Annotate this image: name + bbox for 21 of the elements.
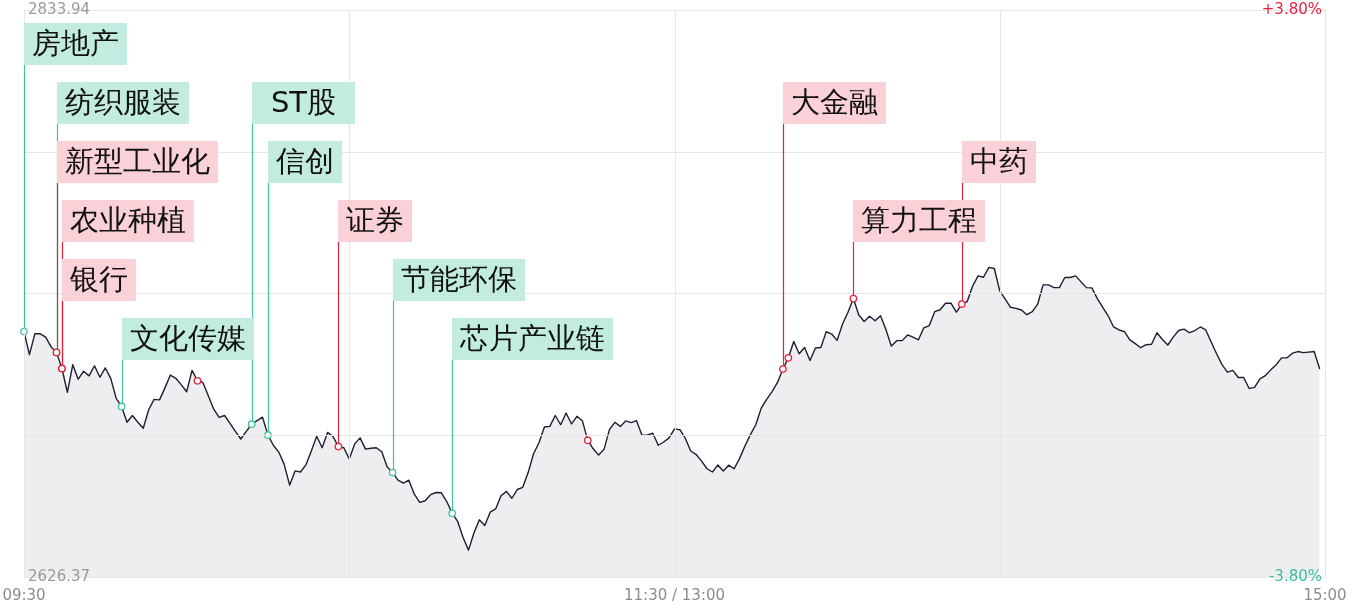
data-label: 农业种植 — [70, 202, 186, 237]
data-label: 纺织服装 — [65, 84, 181, 119]
data-label: 节能环保 — [401, 261, 517, 296]
y2-tick-label: +3.80% — [1261, 0, 1322, 18]
x-tick-label: 09:30 — [2, 585, 46, 604]
data-label: 芯片产业链 — [459, 320, 605, 355]
data-label: 文化传媒 — [130, 320, 246, 355]
data-label: ST股 — [270, 84, 337, 119]
data-label: 算力工程 — [861, 202, 977, 237]
data-label: 新型工业化 — [65, 143, 210, 178]
x-tick-label: 11:30 / 13:00 — [623, 585, 726, 604]
data-label: 大金融 — [791, 84, 878, 119]
data-label: 证券 — [346, 202, 404, 237]
data-label: 信创 — [276, 143, 334, 178]
x-tick-label: 15:00 — [1303, 585, 1347, 604]
y2-tick-label: -3.80% — [1268, 566, 1322, 585]
data-label: 房地产 — [32, 25, 119, 60]
y-tick-label: 2626.37 — [28, 566, 91, 585]
data-label: 银行 — [69, 261, 128, 296]
y-tick-label: 2833.94 — [28, 0, 91, 18]
data-label: 中药 — [970, 143, 1028, 178]
